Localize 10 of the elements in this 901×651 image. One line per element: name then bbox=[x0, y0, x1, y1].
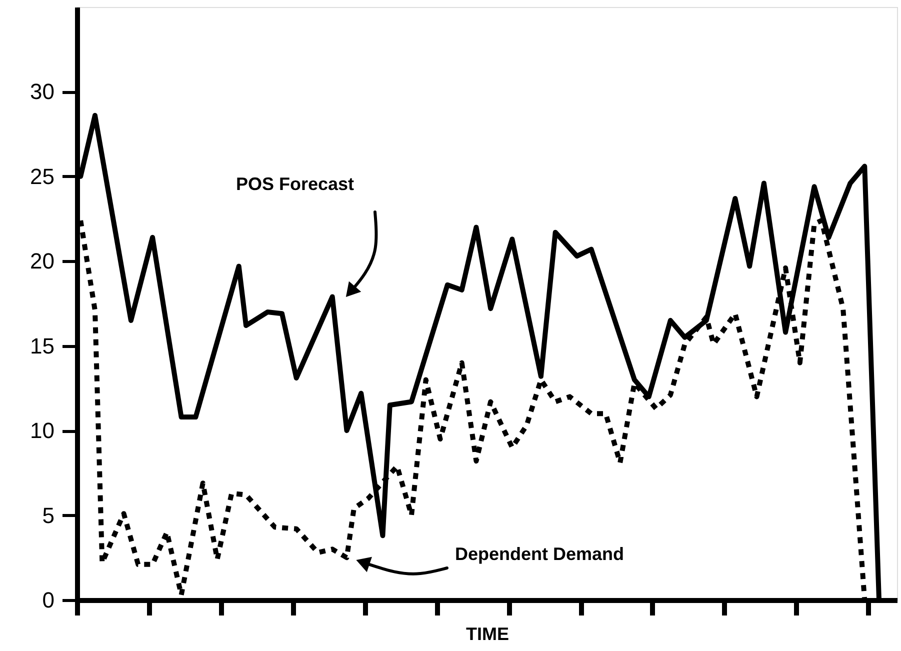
y-tick-label: 30 bbox=[30, 79, 54, 104]
y-tick-label: 15 bbox=[30, 333, 54, 358]
annotation: Dependent Demand bbox=[455, 544, 624, 564]
y-tick-label: 10 bbox=[30, 418, 54, 444]
y-tick-label: 0 bbox=[42, 588, 54, 612]
y-tick-label: 5 bbox=[42, 502, 54, 528]
y-tick-label: 25 bbox=[30, 164, 54, 189]
y-tick-label: 20 bbox=[30, 248, 54, 274]
x-axis-title: TIME bbox=[466, 624, 509, 644]
annotation: POS Forecast bbox=[236, 174, 354, 194]
